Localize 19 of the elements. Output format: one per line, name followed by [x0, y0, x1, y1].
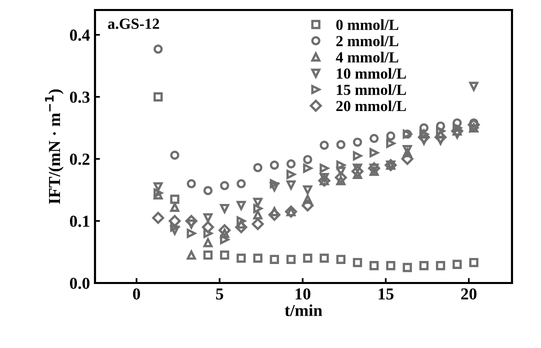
legend-label: 15 mmol/L	[336, 84, 406, 95]
legend-label: 2 mmol/L	[336, 36, 398, 46]
y-axis-title: IFT/(mN · m$^{−1}$)	[45, 89, 64, 204]
y-tick-label: 0.0	[70, 278, 90, 290]
y-tick-label: 0.3	[70, 92, 90, 103]
annotation: a.GS-12	[108, 18, 160, 30]
x-tick-label: 0	[133, 288, 140, 300]
x-axis-title: t/min	[284, 304, 322, 316]
y-tick-label: 0.2	[70, 154, 90, 165]
y-tick-label: 0.1	[70, 216, 90, 227]
y-tick-label: 0.4	[70, 30, 90, 41]
x-tick-label: 5	[216, 288, 224, 300]
legend-label: 4 mmol/L	[336, 52, 398, 62]
legend-label: 0 mmol/L	[336, 19, 398, 30]
x-tick-label: 20	[461, 288, 477, 300]
x-tick-label: 10	[296, 288, 310, 300]
legend-label: 10 mmol/L	[336, 68, 406, 79]
x-tick-label: 15	[378, 288, 394, 300]
legend-label: 20 mmol/L	[336, 100, 406, 112]
